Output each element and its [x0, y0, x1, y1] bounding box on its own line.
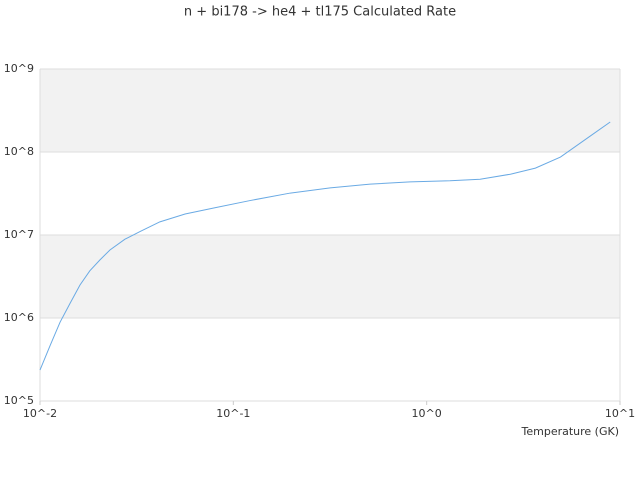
y-tick-label: 10^5	[4, 394, 34, 407]
x-tick-label: 10^-2	[23, 407, 57, 420]
chart-title: n + bi178 -> he4 + tl175 Calculated Rate	[184, 5, 456, 20]
grid-band	[40, 69, 620, 152]
x-tick-label: 10^0	[412, 407, 442, 420]
data-line	[39, 121, 611, 371]
y-tick-label: 10^6	[4, 311, 34, 324]
y-tick-label: 10^7	[4, 228, 34, 241]
y-tick-label: 10^9	[4, 62, 34, 75]
x-tick-label: 10^1	[605, 407, 635, 420]
grid-band	[40, 235, 620, 318]
x-axis-label: Temperature (GK)	[521, 425, 620, 438]
y-tick-label: 10^8	[4, 145, 34, 158]
x-tick-label: 10^-1	[216, 407, 250, 420]
